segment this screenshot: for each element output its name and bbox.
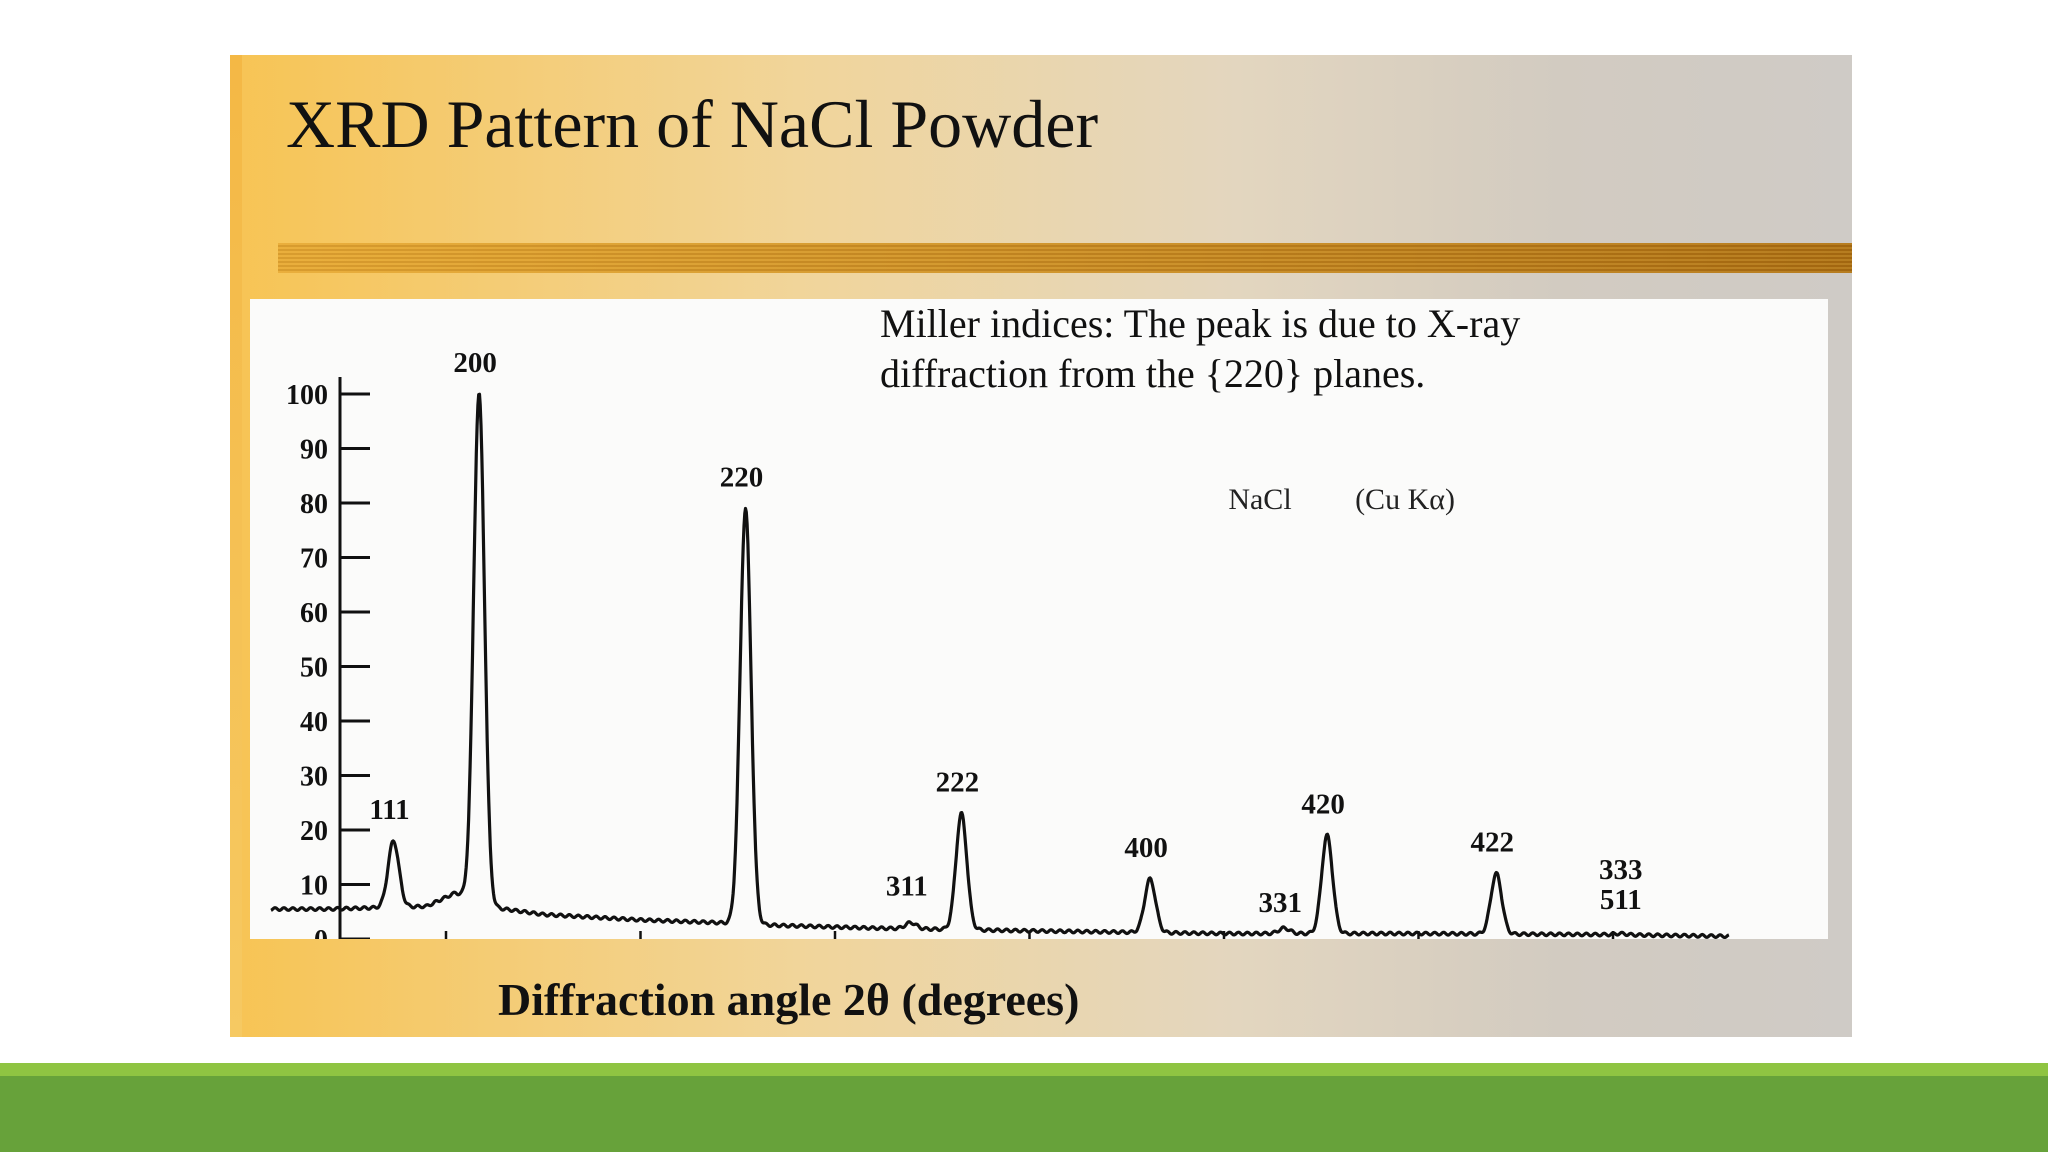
peak-label-311: 311 <box>886 870 928 902</box>
y-tick-label-70: 70 <box>300 544 328 575</box>
y-tick-label-60: 60 <box>300 598 328 629</box>
title-underline-bar <box>278 243 1852 273</box>
slide-left-edge <box>230 55 242 1037</box>
peak-label-400: 400 <box>1124 832 1168 864</box>
peak-label-220: 220 <box>720 461 764 493</box>
plot-panel: 0102030405060708090100304050607080901112… <box>250 299 1828 939</box>
x-axis-title: Diffraction angle 2θ (degrees) <box>498 974 1080 1025</box>
peak-label-511: 511 <box>1600 884 1642 916</box>
y-tick-label-10: 10 <box>300 871 328 902</box>
slide-title: XRD Pattern of NaCl Powder <box>286 86 1099 162</box>
xrd-trace <box>270 392 1730 939</box>
footer-bar <box>0 1076 2048 1152</box>
peak-label-331: 331 <box>1259 887 1303 919</box>
peak-label-111: 111 <box>369 794 409 826</box>
y-tick-label-80: 80 <box>300 489 328 520</box>
peak-label-222: 222 <box>936 767 980 799</box>
y-tick-label-30: 30 <box>300 762 328 793</box>
y-tick-label-100: 100 <box>286 380 328 411</box>
peak-label-333: 333 <box>1599 854 1643 886</box>
xrd-chart: 0102030405060708090100304050607080901112… <box>270 347 1730 939</box>
peak-label-200: 200 <box>453 347 497 379</box>
footer-accent-line <box>0 1063 2048 1076</box>
slide: XRD Pattern of NaCl Powder 0 10 20 30 40 50 60… <box>230 55 1852 1037</box>
peak-label-420: 420 <box>1301 788 1345 820</box>
legend-radiation: (Cu Kα) <box>1355 483 1455 516</box>
y-tick-label-90: 90 <box>300 435 328 466</box>
note-line-2: diffraction from the {220} planes. <box>880 351 1426 396</box>
peak-label-422: 422 <box>1471 827 1515 859</box>
y-tick-label-20: 20 <box>300 816 328 847</box>
y-tick-label-40: 40 <box>300 707 328 738</box>
note-line-1: Miller indices: The peak is due to X-ray <box>880 301 1521 346</box>
miller-indices-note: Miller indices: The peak is due to X-ray… <box>880 299 1780 399</box>
legend-sample: NaCl <box>1228 483 1291 516</box>
y-tick-label-0: 0 <box>314 925 328 939</box>
y-tick-label-50: 50 <box>300 653 328 684</box>
